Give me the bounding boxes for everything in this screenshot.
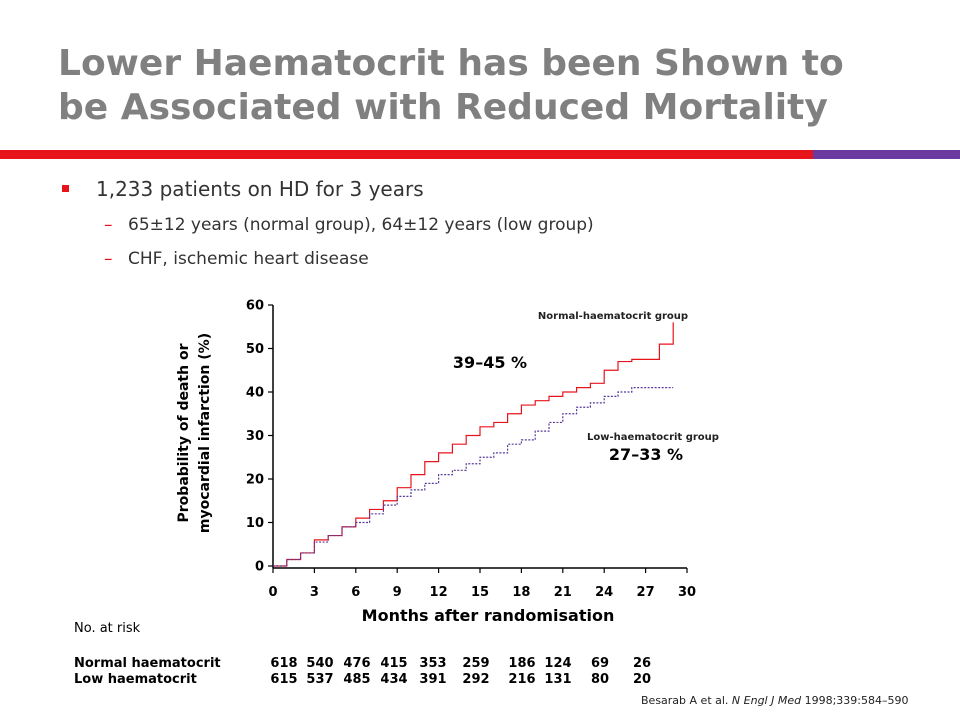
x-tick-label: 24 [595,585,613,600]
x-tick-label: 9 [393,585,402,600]
risk-value: 540 [306,656,334,671]
dash-icon: – [104,249,113,269]
bullet-main: 1,233 patients on HD for 3 years [60,175,594,203]
risk-value: 216 [508,672,536,687]
x-tick-label: 12 [430,585,448,600]
risk-value: 80 [590,672,610,687]
series-line-normal [273,322,674,567]
bullet-sub-2-text: CHF, ischemic heart disease [128,249,369,269]
citation-authors: Besarab A et al. [641,694,732,707]
series-line-low [273,387,674,567]
chart-labels: Probability of death or myocardial infar… [176,311,719,625]
risk-value: 618 [270,656,298,671]
risk-value: 69 [590,656,610,671]
citation-details: 1998;339:584–590 [801,694,909,707]
risk-value: 391 [419,672,447,687]
bullet-list: 1,233 patients on HD for 3 years – 65±12… [60,175,594,271]
legend-normal: Normal-haematocrit group [538,311,688,322]
slide-title-line-2: be Associated with Reduced Mortality [58,87,828,128]
y-tick-label: 0 [255,560,264,575]
x-tick-label: 15 [471,585,489,600]
bullet-sub-1-text: 65±12 years (normal group), 64±12 years … [128,215,594,235]
x-tick-label: 0 [268,585,277,600]
chart-axes: 0 10 20 30 40 50 60 0 3 6 9 12 15 18 21 24 27 30 [246,299,696,601]
citation-journal: N Engl J Med [731,694,802,707]
risk-value: 26 [632,656,652,671]
risk-value: 292 [462,672,490,687]
citation: Besarab A et al. N Engl J Med 1998;339:5… [641,694,908,707]
x-tick-label: 3 [310,585,319,600]
title-rule-red [0,150,813,159]
bullet-sub-2: – CHF, ischemic heart disease [60,247,594,271]
risk-value: 476 [343,656,371,671]
legend-low: Low-haematocrit group [587,432,719,443]
slide-title: Lower Haematocrit has been Shown to be A… [58,42,938,130]
bullet-square-icon [62,185,69,192]
y-tick-label: 60 [246,299,264,314]
x-tick-label: 18 [512,585,530,600]
title-rule-purple [813,150,960,159]
risk-value: 485 [343,672,371,687]
annotation-normal-range: 39–45 % [453,353,527,372]
y-tick-label: 30 [246,429,264,444]
risk-value: 131 [544,672,572,687]
x-axis-label: Months after randomisation [362,606,615,625]
risk-row-label: Normal haematocrit [74,656,221,671]
dash-icon: – [104,215,113,235]
x-tick-label: 6 [351,585,360,600]
chart-series [273,322,674,567]
y-tick-label: 20 [246,473,264,488]
risk-value: 20 [632,672,652,687]
bullet-main-text: 1,233 patients on HD for 3 years [96,177,424,201]
risk-value: 353 [419,656,447,671]
risk-value: 124 [544,656,572,671]
risk-row-label: Low haematocrit [74,672,197,687]
bullet-sub-1: – 65±12 years (normal group), 64±12 year… [60,213,594,237]
x-tick-label: 27 [637,585,655,600]
risk-table-header: No. at risk [74,621,141,636]
risk-value: 415 [380,656,408,671]
risk-value: 434 [380,672,408,687]
annotation-low-range: 27–33 % [609,445,683,464]
x-tick-label: 21 [554,585,572,600]
y-axis-label-line-1: Probability of death or [176,343,192,522]
slide-title-line-1: Lower Haematocrit has been Shown to [58,43,844,84]
y-tick-label: 10 [246,516,264,531]
y-tick-label: 50 [246,342,264,357]
y-tick-label: 40 [246,386,264,401]
risk-value: 186 [508,656,536,671]
y-axis-label-line-2: myocardial infarction (%) [197,333,213,533]
x-tick-label: 30 [678,585,696,600]
risk-value: 259 [462,656,490,671]
risk-value: 537 [306,672,334,687]
risk-value: 615 [270,672,298,687]
